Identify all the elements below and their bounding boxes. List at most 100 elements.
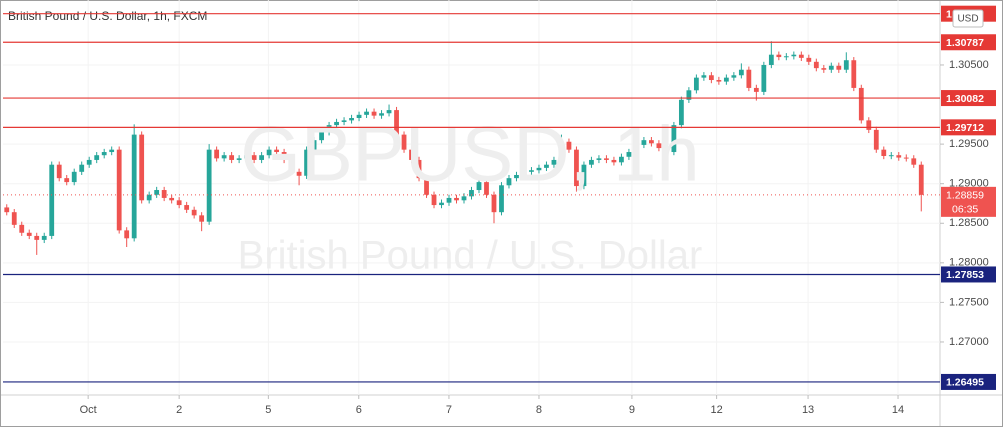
candle-body [364,111,369,115]
x-tick-label: Oct [80,404,97,416]
candle-body [746,69,752,88]
y-tick-label: 1.28000 [949,257,989,269]
level-label-box [941,34,996,51]
candle-body [161,190,167,198]
candle-body [843,60,849,70]
candle-body [491,194,497,213]
currency-button[interactable]: USD [952,9,984,28]
candle-body [131,134,137,239]
candle-body [139,134,145,201]
candle-body [341,120,347,122]
level-label-box [941,373,996,390]
x-tick-label: 5 [265,404,271,416]
candle-body [11,212,17,225]
candle-body [858,87,864,121]
candle-body [64,178,70,183]
watermark-symbol: GBPUSD, 1h [240,110,700,198]
candle-body [506,178,512,186]
candle-body [821,68,827,70]
candle-body [349,118,354,121]
candle-body [918,164,924,195]
candle-body [439,202,444,206]
y-tick-label: 1.29000 [949,178,989,190]
candle-body [499,185,504,213]
candle-body [581,164,587,187]
candle-body [431,194,437,206]
candle-body [379,113,384,116]
level-label: 1.30082 [946,93,984,105]
level-label: 1.26495 [946,377,984,389]
candle-body [289,159,294,172]
candle-body [469,190,474,197]
candle-body [34,235,40,240]
candle-body [536,167,542,171]
candle-body [873,129,879,150]
candle-body [206,149,212,222]
candle-body [619,156,624,163]
last-price-box [941,186,996,217]
candle-body [723,77,729,82]
level-label: 1.27853 [946,269,984,281]
candle-body [461,196,467,201]
candle-body [641,140,647,145]
candle-body [828,65,834,70]
candle-body [221,155,227,159]
x-tick-label: 8 [536,404,542,416]
candle-body [236,158,242,160]
candle-body [806,57,812,62]
level-label-box [941,90,996,107]
y-tick-label: 1.30500 [949,59,989,71]
candle-body [371,111,377,116]
candle-body [19,224,25,233]
overlay: 1.30500 1.29500 1.29000 1.28500 1.28000 1.275… [3,5,996,416]
chart-title: British Pound / U.S. Dollar, 1h, FXCM [8,9,207,23]
candle-body [888,155,894,157]
candle-body [229,155,235,160]
candle-body [409,149,414,160]
candle-body [176,200,182,206]
candle-body [851,60,857,88]
candle-body [484,182,489,195]
level-label-box [941,119,996,136]
candle-body [656,143,662,149]
candle-body [71,171,77,183]
x-tick-label: 2 [176,404,182,416]
countdown-label: 06:35 [952,204,978,216]
x-tick-label: 6 [356,404,362,416]
candle-body [753,87,759,92]
candle-body [199,215,205,222]
candle-body [446,197,452,203]
candle-body [671,125,677,153]
candle-body [738,69,744,76]
candle-body [454,197,459,201]
candle-body [589,159,594,165]
x-tick-label: 14 [892,404,904,416]
candle-body [169,197,175,201]
candle-body [574,149,579,187]
candle-body [266,149,272,156]
candle-body [49,164,55,236]
x-tick-label: 7 [446,404,452,416]
candle-body [281,152,287,160]
candle-body [866,120,872,130]
candle-body [41,235,47,240]
currency-label[interactable]: USD [957,14,978,25]
candle-body [611,159,617,163]
candle-body [836,65,842,70]
candle-body [903,157,909,159]
candle-body [304,149,309,176]
y-tick-label: 1.27500 [949,296,989,308]
currency-button-box[interactable] [952,9,984,28]
candle-body [334,121,339,126]
candle-body [401,134,407,150]
candle-body [154,190,160,195]
level-label: 1.30787 [946,37,984,49]
candle-body [86,159,92,165]
watermark-description: British Pound / U.S. Dollar [238,234,703,278]
x-tick-label: 12 [710,404,722,416]
candle-body [604,158,609,160]
candle-body [761,64,767,92]
candle-body [101,152,107,156]
